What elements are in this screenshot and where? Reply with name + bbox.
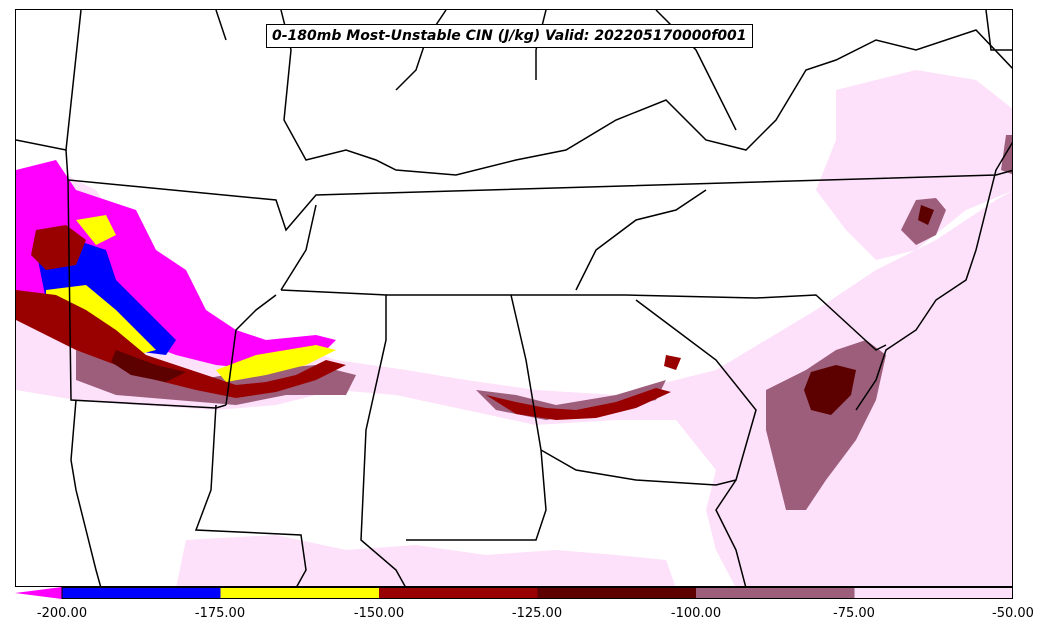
colorbar-tick: -100.00 bbox=[670, 606, 722, 621]
map-title: 0-180mb Most-Unstable CIN (J/kg) Valid: … bbox=[266, 24, 753, 48]
colorbar-tick: -150.00 bbox=[353, 606, 405, 621]
colorbar-bin bbox=[220, 587, 379, 599]
colorbar-tick: -175.00 bbox=[194, 606, 246, 621]
cin-map bbox=[16, 10, 1012, 586]
colorbar-tick-labels: -200.00 -175.00 -150.00 -125.00 -100.00 … bbox=[0, 606, 1044, 626]
colorbar-bin bbox=[379, 587, 538, 599]
colorbar-tick: -200.00 bbox=[36, 606, 88, 621]
cin-band-red bbox=[16, 225, 681, 420]
colorbar-bin bbox=[854, 587, 1013, 599]
colorbar-bin bbox=[537, 587, 696, 599]
cin-band-blue bbox=[36, 240, 176, 355]
colorbar-tick: -125.00 bbox=[511, 606, 563, 621]
map-panel: 0-180mb Most-Unstable CIN (J/kg) Valid: … bbox=[15, 9, 1013, 587]
colorbar bbox=[15, 587, 1013, 599]
colorbar-bins bbox=[62, 587, 1013, 599]
cin-band-dark-maroon bbox=[111, 205, 934, 415]
colorbar-bin bbox=[696, 587, 855, 599]
boundaries bbox=[16, 10, 1012, 586]
colorbar-tick: -75.00 bbox=[833, 606, 875, 621]
colorbar-extend-below bbox=[15, 587, 62, 599]
colorbar-bin bbox=[62, 587, 221, 599]
colorbar-tick: -50.00 bbox=[992, 606, 1034, 621]
